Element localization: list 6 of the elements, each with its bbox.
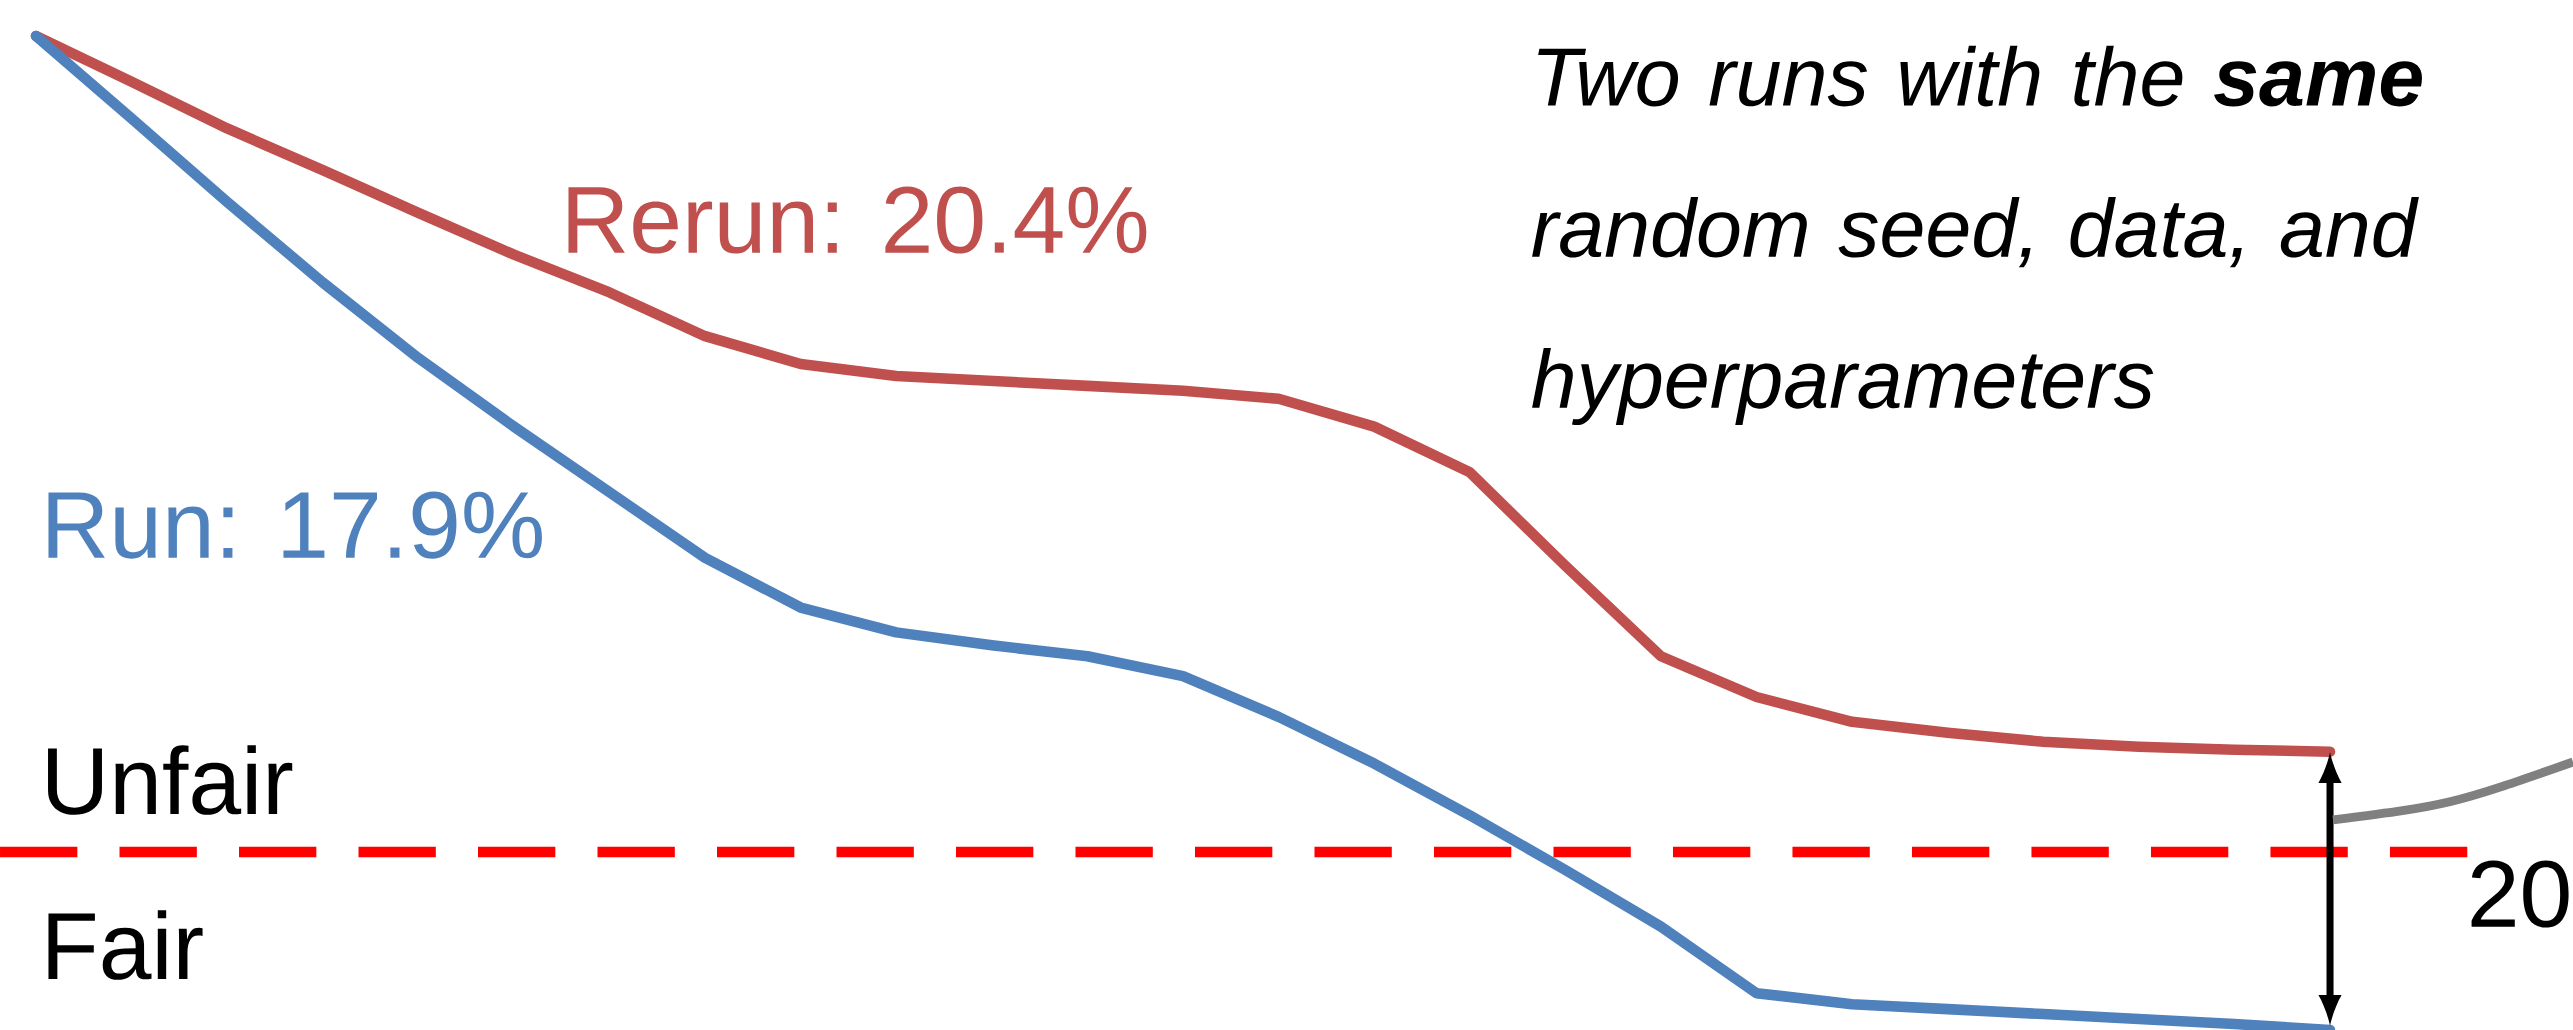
annotation: Two runs with the same random seed, data, and hyperparameters	[1532, 45, 2422, 425]
series-label: Rerun: 20.4%	[568, 186, 1147, 254]
text: 20	[2471, 860, 2569, 928]
series-label: Run: 17.9%	[48, 491, 542, 559]
annotation: Unfair	[48, 745, 293, 815]
annotation: Fair	[48, 910, 203, 980]
